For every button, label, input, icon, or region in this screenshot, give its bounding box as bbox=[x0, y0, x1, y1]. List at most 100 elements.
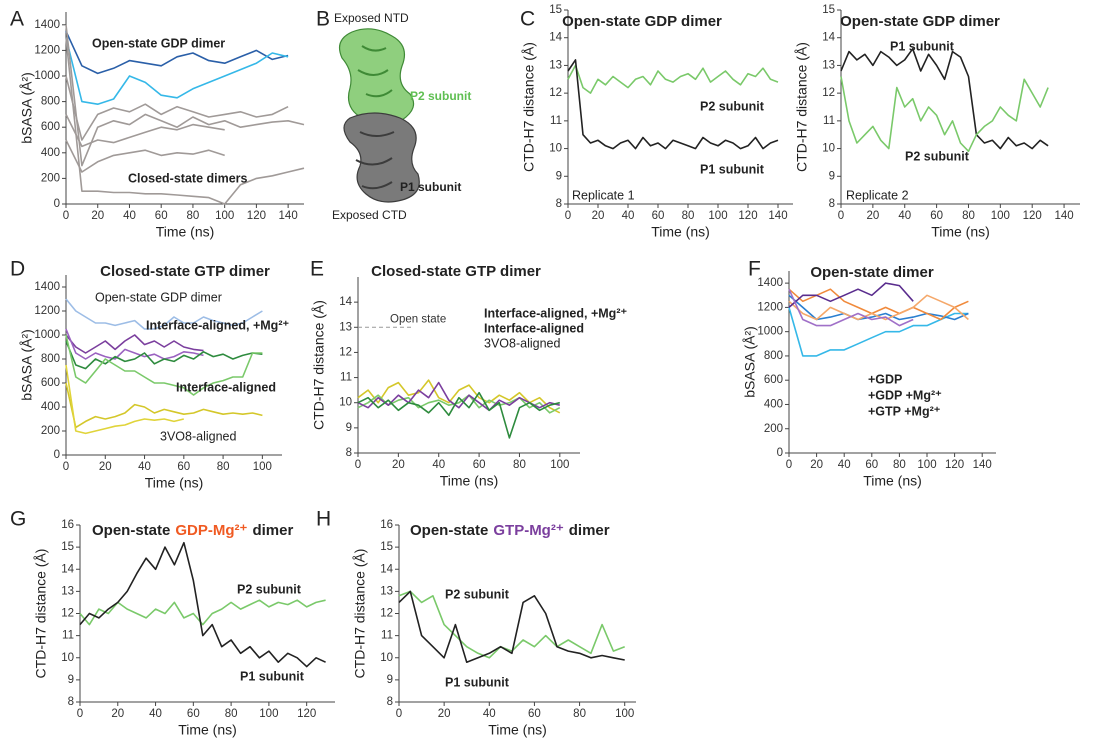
x-tick-label: 120 bbox=[247, 210, 266, 222]
x-tick-label: 120 bbox=[297, 708, 316, 720]
y-tick-label: 9 bbox=[556, 170, 562, 182]
series-line bbox=[788, 307, 969, 357]
chart-title: Open-state GDP dimer bbox=[562, 13, 722, 30]
reference-label: Open state bbox=[390, 313, 446, 325]
y-tick-label: 8 bbox=[346, 447, 352, 459]
structure-label: P1 subunit bbox=[400, 180, 461, 194]
y-axis-label: CTD-H7 distance (Å) bbox=[352, 549, 368, 679]
panel-letter: F bbox=[748, 258, 761, 281]
y-tick-label: 16 bbox=[61, 519, 74, 531]
y-tick-label: 10 bbox=[339, 397, 352, 409]
x-tick-label: 20 bbox=[810, 459, 823, 471]
p2-cartoon bbox=[339, 28, 415, 125]
y-tick-label: 800 bbox=[41, 96, 60, 108]
panel-letter: D bbox=[10, 258, 25, 281]
x-tick-label: 0 bbox=[63, 461, 69, 473]
y-tick-label: 14 bbox=[822, 32, 835, 44]
y-tick-label: 13 bbox=[61, 585, 74, 597]
y-tick-label: 10 bbox=[822, 143, 835, 155]
y-tick-label: 1000 bbox=[757, 326, 783, 338]
x-tick-label: 140 bbox=[1054, 210, 1073, 222]
y-axis-label: CTD-H7 distance (Å) bbox=[794, 42, 810, 172]
panel-letter: C bbox=[520, 8, 535, 31]
y-tick-label: 14 bbox=[549, 32, 562, 44]
series-line bbox=[788, 294, 969, 321]
p1-cartoon bbox=[343, 112, 420, 203]
y-axis-label: bSASA (Å²) bbox=[742, 326, 758, 398]
x-tick-label: 80 bbox=[682, 210, 695, 222]
annotation: P2 subunit bbox=[237, 582, 302, 596]
y-tick-label: 200 bbox=[764, 423, 783, 435]
x-axis-label: Time (ns) bbox=[863, 473, 922, 489]
series-line bbox=[788, 288, 969, 321]
y-tick-label: 0 bbox=[54, 198, 60, 210]
series-line bbox=[65, 24, 305, 167]
annotation: Interface-aligned bbox=[484, 321, 584, 335]
series-line bbox=[840, 48, 1049, 150]
y-tick-label: 12 bbox=[380, 608, 393, 620]
title-part: Open-state bbox=[92, 522, 170, 539]
y-tick-label: 9 bbox=[346, 422, 352, 434]
y-axis-label: CTD-H7 distance (Å) bbox=[33, 549, 49, 679]
annotation: Interface-aligned, +Mg²⁺ bbox=[146, 318, 289, 332]
y-tick-label: 0 bbox=[54, 449, 60, 461]
y-tick-label: 200 bbox=[41, 425, 60, 437]
x-tick-label: 140 bbox=[768, 210, 787, 222]
series-line bbox=[65, 30, 289, 75]
chart-title: Open-state GTP-Mg²⁺ dimer bbox=[410, 522, 610, 539]
annotation: Replicate 2 bbox=[846, 188, 909, 202]
x-tick-label: 80 bbox=[962, 210, 975, 222]
x-tick-label: 100 bbox=[708, 210, 727, 222]
x-tick-label: 60 bbox=[528, 708, 541, 720]
y-tick-label: 14 bbox=[380, 563, 393, 575]
x-axis-label: Time (ns) bbox=[145, 475, 204, 491]
title-part: dimer bbox=[252, 522, 293, 539]
series-line bbox=[65, 334, 263, 396]
x-tick-label: 60 bbox=[155, 210, 168, 222]
annotation: Open-state GDP dimer bbox=[92, 36, 225, 50]
x-tick-label: 20 bbox=[91, 210, 104, 222]
x-tick-label: 80 bbox=[217, 461, 230, 473]
y-axis-label: bSASA (Å²) bbox=[19, 72, 35, 144]
x-tick-label: 80 bbox=[573, 708, 586, 720]
annotation: P1 subunit bbox=[890, 39, 955, 53]
y-tick-label: 14 bbox=[339, 296, 352, 308]
x-axis-label: Time (ns) bbox=[488, 722, 547, 738]
y-tick-label: 1200 bbox=[34, 305, 60, 317]
y-tick-label: 8 bbox=[387, 696, 393, 708]
y-tick-label: 600 bbox=[764, 374, 783, 386]
series-line bbox=[788, 288, 914, 327]
y-tick-label: 400 bbox=[41, 147, 60, 159]
panel-letter: A bbox=[10, 8, 24, 31]
x-tick-label: 20 bbox=[438, 708, 451, 720]
y-tick-label: 1000 bbox=[34, 329, 60, 341]
y-tick-label: 12 bbox=[61, 608, 74, 620]
annotation: Open-state GDP dimer bbox=[95, 290, 222, 304]
x-tick-label: 40 bbox=[123, 210, 136, 222]
series-line bbox=[65, 37, 305, 205]
y-axis-label: CTD-H7 distance (Å) bbox=[311, 300, 327, 430]
x-axis-label: Time (ns) bbox=[651, 224, 710, 240]
x-tick-label: 80 bbox=[513, 459, 526, 471]
x-tick-label: 40 bbox=[432, 459, 445, 471]
series-line bbox=[65, 37, 289, 105]
x-axis-label: Time (ns) bbox=[156, 224, 215, 240]
y-tick-label: 1400 bbox=[34, 19, 60, 31]
y-tick-label: 9 bbox=[68, 674, 74, 686]
y-tick-label: 11 bbox=[823, 115, 835, 127]
y-tick-label: 12 bbox=[822, 87, 835, 99]
x-tick-label: 0 bbox=[63, 210, 69, 222]
chart-title: Open-state GDP-Mg²⁺ dimer bbox=[92, 522, 293, 539]
y-tick-label: 11 bbox=[340, 372, 352, 384]
x-tick-label: 40 bbox=[149, 708, 162, 720]
x-tick-label: 100 bbox=[253, 461, 272, 473]
annotation: 3VO8-aligned bbox=[484, 336, 560, 350]
x-tick-label: 120 bbox=[1023, 210, 1042, 222]
x-tick-label: 80 bbox=[893, 459, 906, 471]
y-tick-label: 9 bbox=[829, 170, 835, 182]
y-tick-label: 0 bbox=[777, 447, 783, 459]
x-tick-label: 20 bbox=[866, 210, 879, 222]
y-tick-label: 9 bbox=[387, 674, 393, 686]
x-tick-label: 100 bbox=[917, 459, 936, 471]
